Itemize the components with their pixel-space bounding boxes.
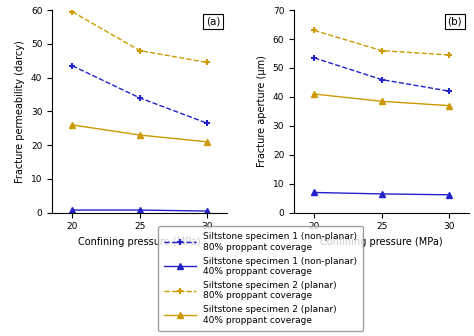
Y-axis label: Fracture aperture (μm): Fracture aperture (μm) (257, 55, 267, 167)
Y-axis label: Fracture permeability (darcy): Fracture permeability (darcy) (15, 40, 26, 183)
X-axis label: Confining pressure (MPa): Confining pressure (MPa) (320, 237, 443, 247)
X-axis label: Confining pressure (MPa): Confining pressure (MPa) (79, 237, 201, 247)
Text: (a): (a) (206, 16, 220, 26)
Text: (b): (b) (447, 16, 462, 26)
Legend: Siltstone specimen 1 (non-planar)
80% proppant coverage, Siltstone specimen 1 (n: Siltstone specimen 1 (non-planar) 80% pr… (158, 226, 364, 331)
